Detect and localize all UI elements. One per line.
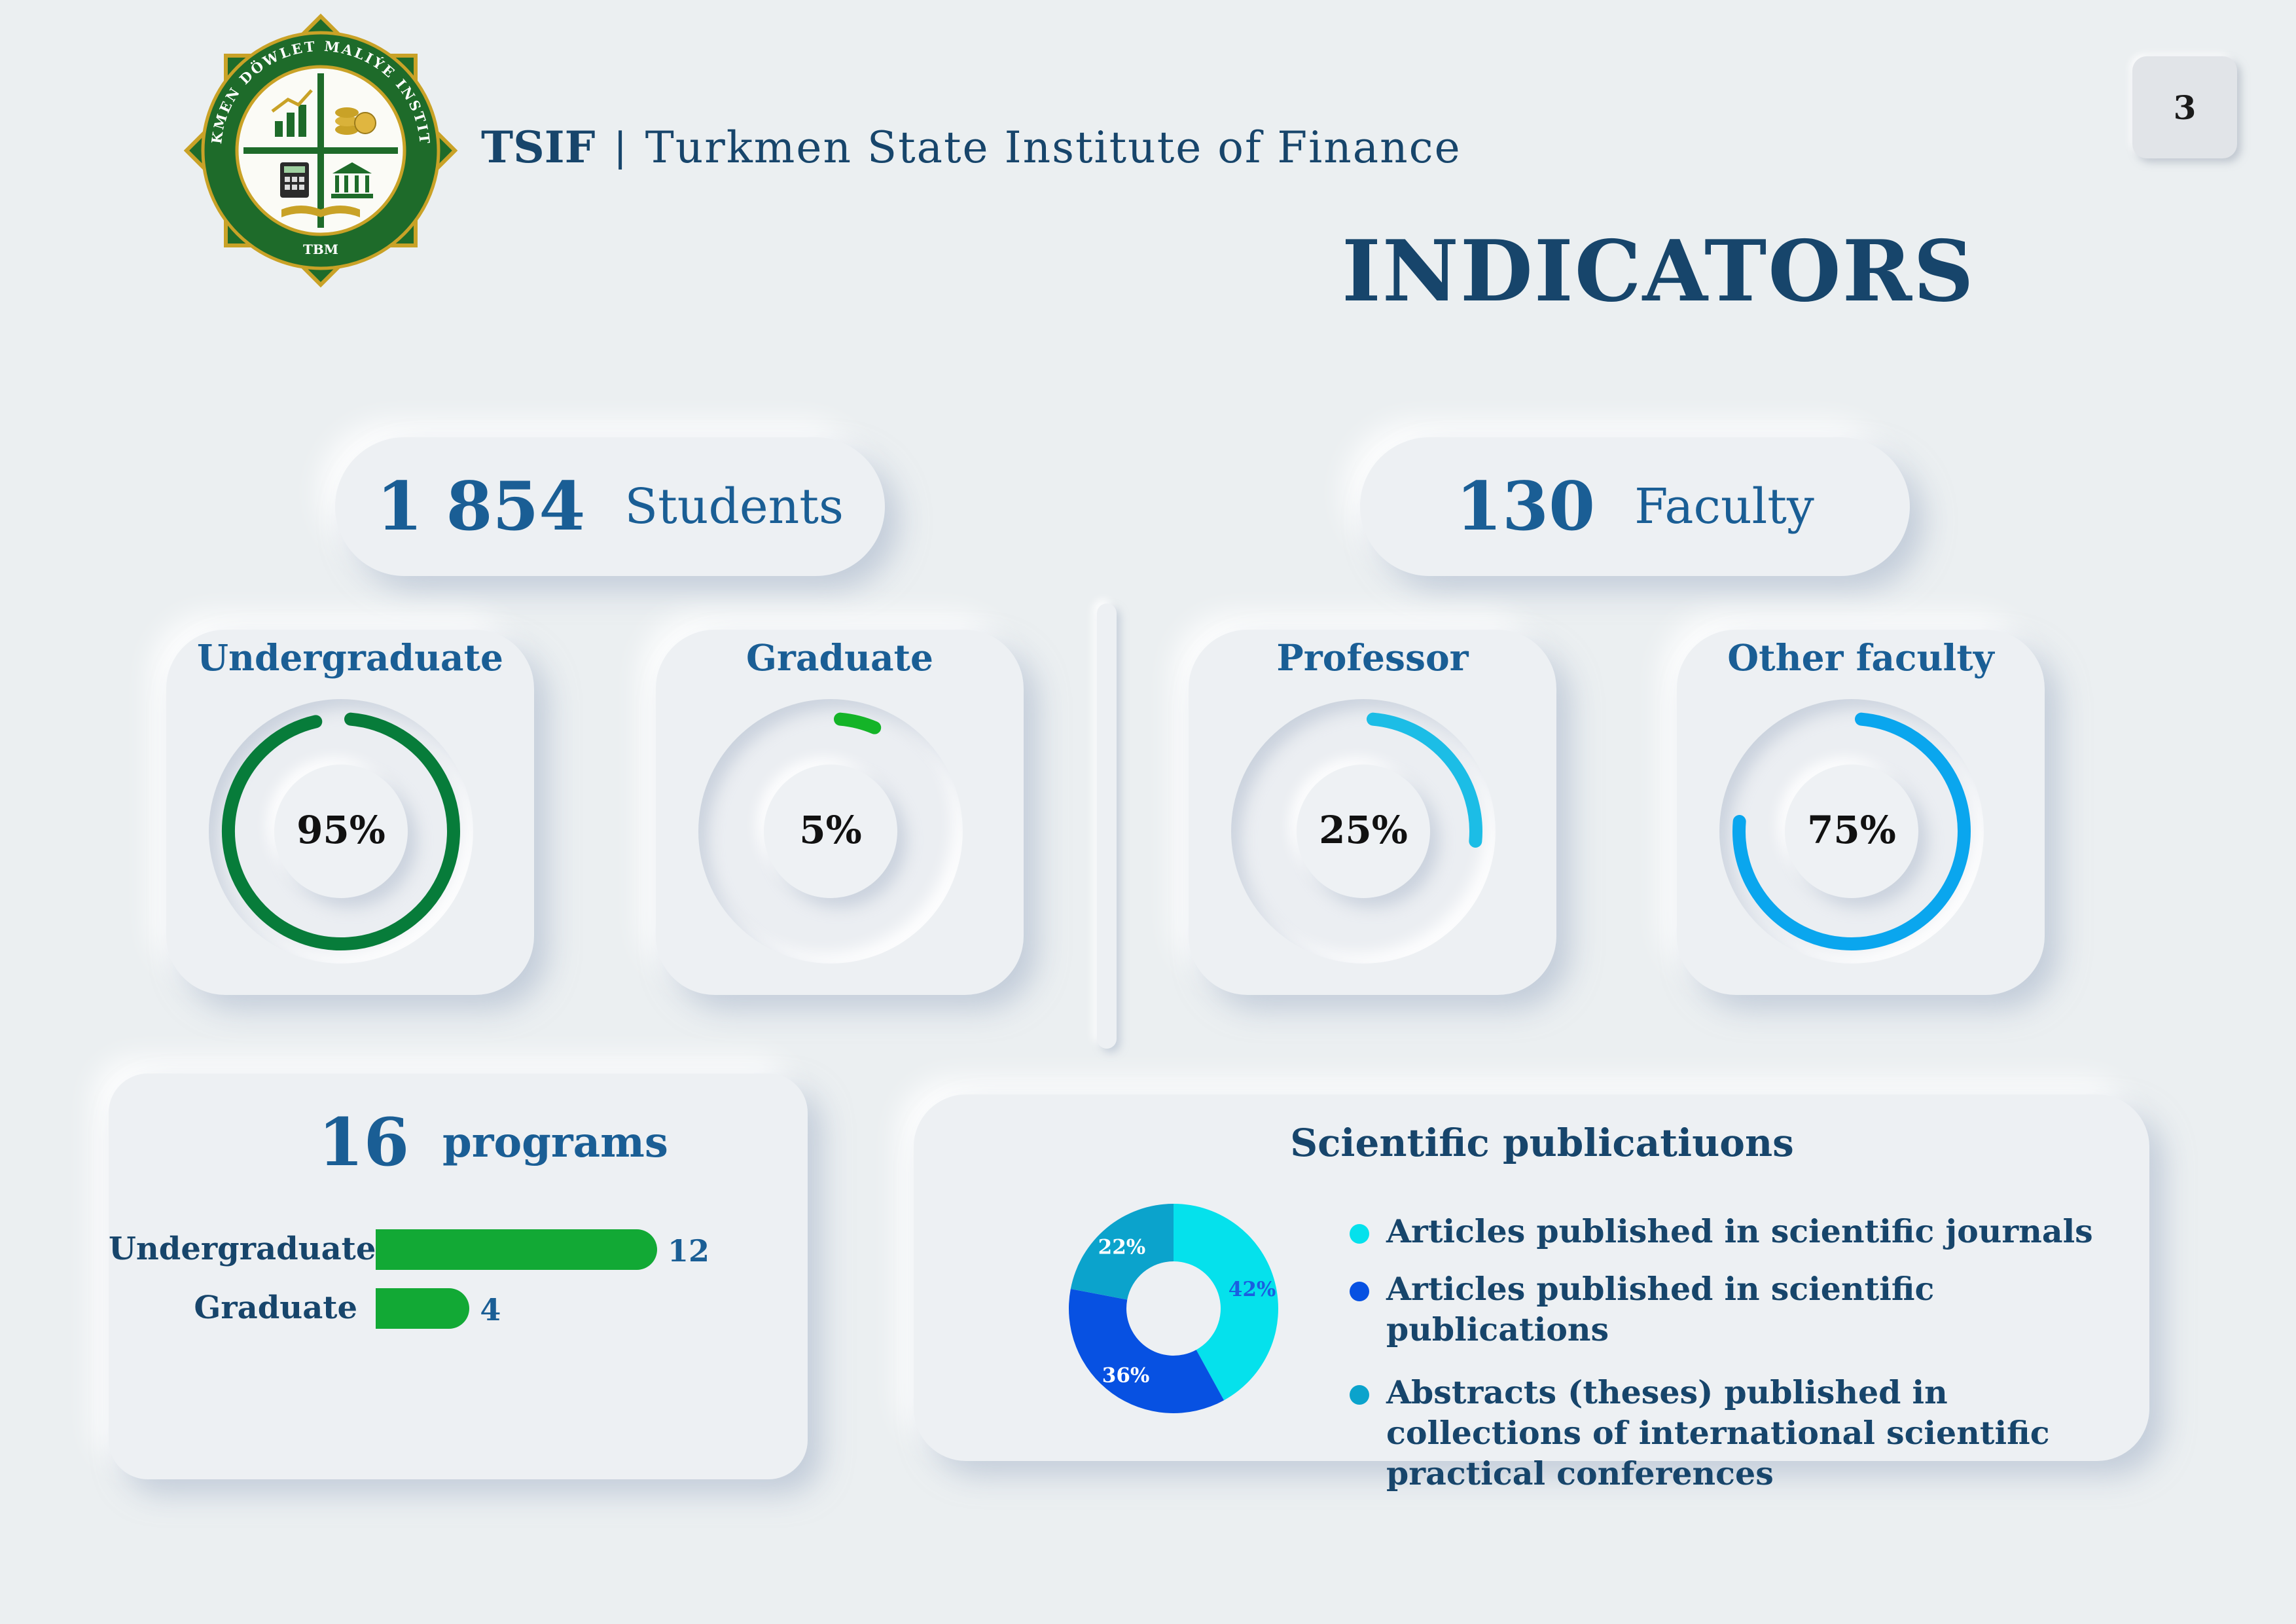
brand-full-name: Turkmen State Institute of Finance [645,122,1462,173]
students-total-pill: 1 854 Students [335,437,885,576]
graduate-students-card: Graduate 5% [656,630,1024,995]
students-count: 1 854 [376,467,586,546]
donut-slice-label: 36% [1102,1363,1150,1387]
svg-text:TBM: TBM [303,242,338,257]
legend-item: Articles published in scientific journal… [1350,1211,2149,1252]
bar-label: Graduate [194,1290,357,1326]
donut-slice-label: 42% [1229,1278,1276,1301]
students-label: Students [624,478,844,535]
percent-value: 25% [1319,808,1408,852]
faculty-count: 130 [1456,467,1596,546]
bar-label: Undergraduate [109,1231,376,1267]
bar [376,1288,470,1329]
publications-donut-chart: 42% 36% 22% [1069,1204,1278,1413]
donut-slice [1070,1204,1174,1300]
legend-label: Abstracts (theses) published in collecti… [1386,1373,2050,1492]
faculty-label: Faculty [1634,478,1814,535]
card-title: Other faculty [1727,636,1994,679]
bar-value-label: 4 [480,1292,501,1327]
page-title: INDICATORS [1342,223,1975,321]
legend-label: Articles published in scientific journal… [1386,1212,2093,1250]
donut-slice [1174,1204,1278,1401]
progress-arc [1732,712,1971,950]
institute-seal-icon: TÜRKMEN DÖWLET MALIÝE INSTITUTY TBM [176,0,458,288]
publications-legend: Articles published in scientific journal… [1350,1211,2149,1494]
bar [376,1229,657,1270]
progress-ring: 5% [698,699,963,964]
programs-label: programs [442,1118,668,1167]
legend-label: Articles published in scientific publica… [1386,1270,1935,1348]
institute-logo: TÜRKMEN DÖWLET MALIÝE INSTITUTY TBM [176,0,458,288]
faculty-total-pill: 130 Faculty [1360,437,1910,576]
page-number-badge: 3 [2132,56,2237,158]
card-title: Undergraduate [197,636,503,679]
legend-item: Articles published in scientific publica… [1350,1269,2149,1350]
undergraduate-students-card: Undergraduate 95% [166,630,534,995]
brand-header: TSIF | Turkmen State Institute of Financ… [481,118,1462,177]
legend-item: Abstracts (theses) published in collecti… [1350,1372,2126,1494]
bar-value-label: 12 [668,1233,710,1269]
publications-title: Scientific publicatiuons [1290,1121,1794,1165]
percent-value: 5% [799,808,862,852]
legend-swatch [1350,1385,1369,1405]
progress-ring: 95% [209,699,473,964]
progress-arc [222,712,460,950]
donut-slice [1069,1289,1225,1413]
publications-card: Scientific publicatiuons 42% 36% 22% Artic… [914,1094,2149,1492]
legend-swatch [1350,1282,1369,1301]
programs-count: 16 [318,1104,410,1181]
professor-faculty-card: Professor 25% [1189,630,1556,995]
legend-swatch [1350,1224,1369,1244]
card-title: Professor [1276,636,1469,679]
card-title: Graduate [745,636,934,679]
progress-ring: 25% [1231,699,1496,964]
programs-card: 16 programs Undergraduate 12 Graduate 4 [109,1074,808,1479]
other-faculty-card: Other faculty 75% [1677,630,2045,995]
brand-abbreviation: TSIF [481,122,596,173]
progress-arc [833,712,882,734]
percent-value: 95% [296,808,386,852]
section-divider [1097,604,1117,1049]
percent-value: 75% [1807,808,1896,852]
progress-arc [1366,712,1482,848]
brand-separator: | [613,124,627,170]
donut-slice-label: 22% [1098,1235,1146,1259]
progress-ring: 75% [1719,699,1984,964]
